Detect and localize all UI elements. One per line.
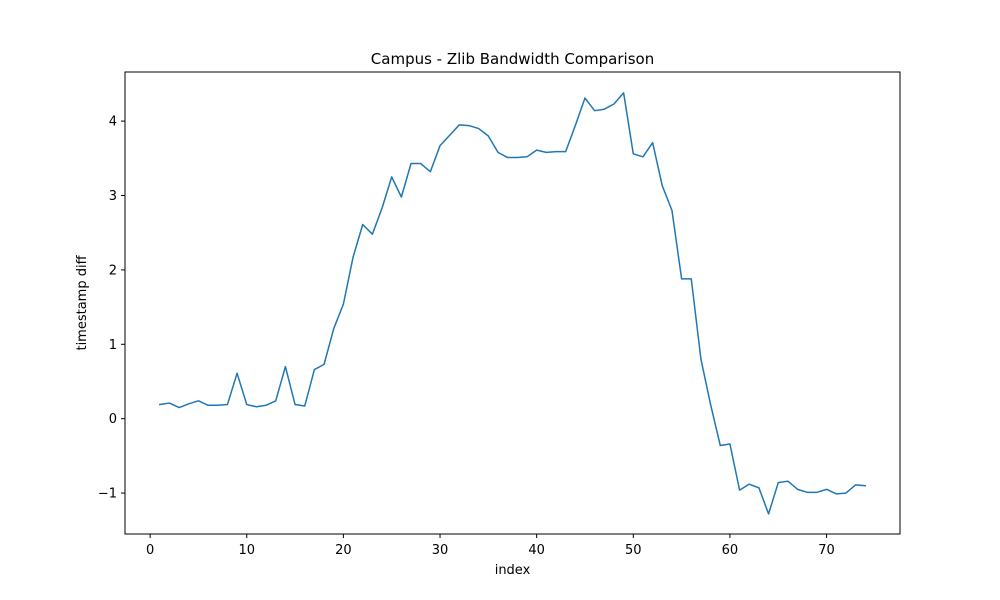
y-axis-label: timestamp diff	[75, 254, 90, 350]
plot-frame	[124, 71, 901, 535]
chart-title: Campus - Zlib Bandwidth Comparison	[371, 50, 654, 68]
y-tick-label: 3	[109, 189, 117, 204]
y-tick-label: −1	[98, 487, 117, 502]
y-tick-label: 1	[109, 338, 117, 353]
x-tick-label: 30	[432, 543, 449, 558]
x-tick-label: 70	[818, 543, 835, 558]
x-axis-label: index	[495, 563, 531, 578]
x-tick-label: 10	[238, 543, 255, 558]
x-tick-label: 0	[146, 543, 154, 558]
y-tick-label: 4	[109, 115, 117, 130]
x-axis-ticks: 0 10 20 30 40 50 60 70	[146, 534, 835, 558]
y-tick-label: 0	[109, 412, 117, 427]
x-tick-label: 40	[528, 543, 545, 558]
series-layer	[158, 92, 867, 515]
x-tick-label: 20	[335, 543, 352, 558]
x-tick-label: 50	[625, 543, 642, 558]
y-tick-label: 2	[109, 263, 117, 278]
y-axis-ticks: −1 0 1 2 3 4	[98, 115, 125, 502]
x-tick-label: 60	[722, 543, 739, 558]
series-line-0	[158, 92, 867, 515]
